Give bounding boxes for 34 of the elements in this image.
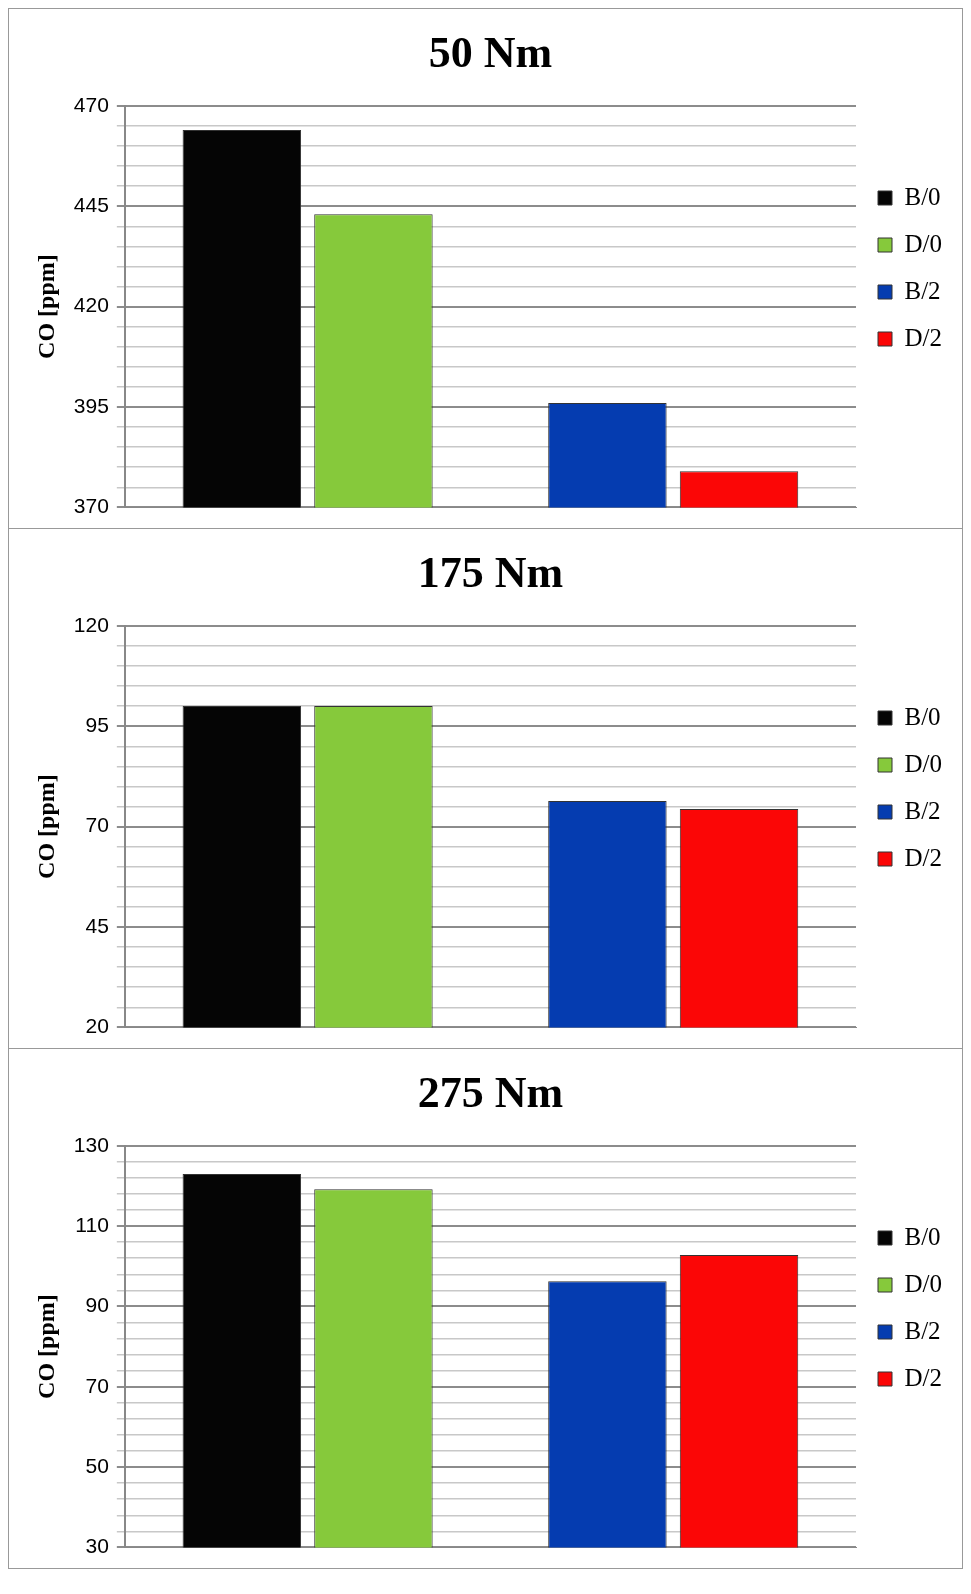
legend-label: D/2 <box>904 843 942 871</box>
y-tick-label: 470 <box>73 92 109 116</box>
legend-label: D/2 <box>904 1363 942 1391</box>
y-tick-label: 95 <box>85 713 109 736</box>
y-tick-label: 70 <box>85 1373 109 1397</box>
chart-title: 50 Nm <box>428 27 553 77</box>
legend-label: B/2 <box>904 1316 941 1344</box>
y-tick-label: 370 <box>73 494 109 518</box>
y-tick-label: 30 <box>85 1534 109 1558</box>
y-tick-label: 70 <box>85 813 109 837</box>
legend-label: D/0 <box>904 749 942 777</box>
legend-label: D/0 <box>904 229 942 257</box>
y-tick-label: 110 <box>75 1212 109 1236</box>
y-tick-label: 395 <box>73 393 109 417</box>
chart-title: 175 Nm <box>417 547 564 597</box>
chart-title: 275 Nm <box>417 1067 564 1117</box>
y-tick-label: 120 <box>73 612 109 636</box>
y-axis-title: CO [ppm] <box>32 1294 59 1399</box>
y-tick-label: 90 <box>85 1293 109 1317</box>
legend-label: B/0 <box>904 702 941 730</box>
y-axis-title: CO [ppm] <box>32 254 59 359</box>
y-tick-label: 20 <box>85 1014 109 1038</box>
y-axis-title: CO [ppm] <box>32 774 59 879</box>
legend-label: B/0 <box>904 1222 941 1250</box>
y-tick-label: 130 <box>73 1132 109 1156</box>
y-tick-label: 420 <box>73 293 109 317</box>
legend-label: B/2 <box>904 796 941 824</box>
y-tick-label: 45 <box>85 913 109 937</box>
y-tick-label: 445 <box>73 193 109 216</box>
legend-label: B/0 <box>904 182 941 210</box>
legend-label: B/2 <box>904 276 941 304</box>
legend-label: D/2 <box>904 323 942 351</box>
y-tick-label: 50 <box>85 1453 109 1477</box>
legend-label: D/0 <box>904 1269 942 1297</box>
